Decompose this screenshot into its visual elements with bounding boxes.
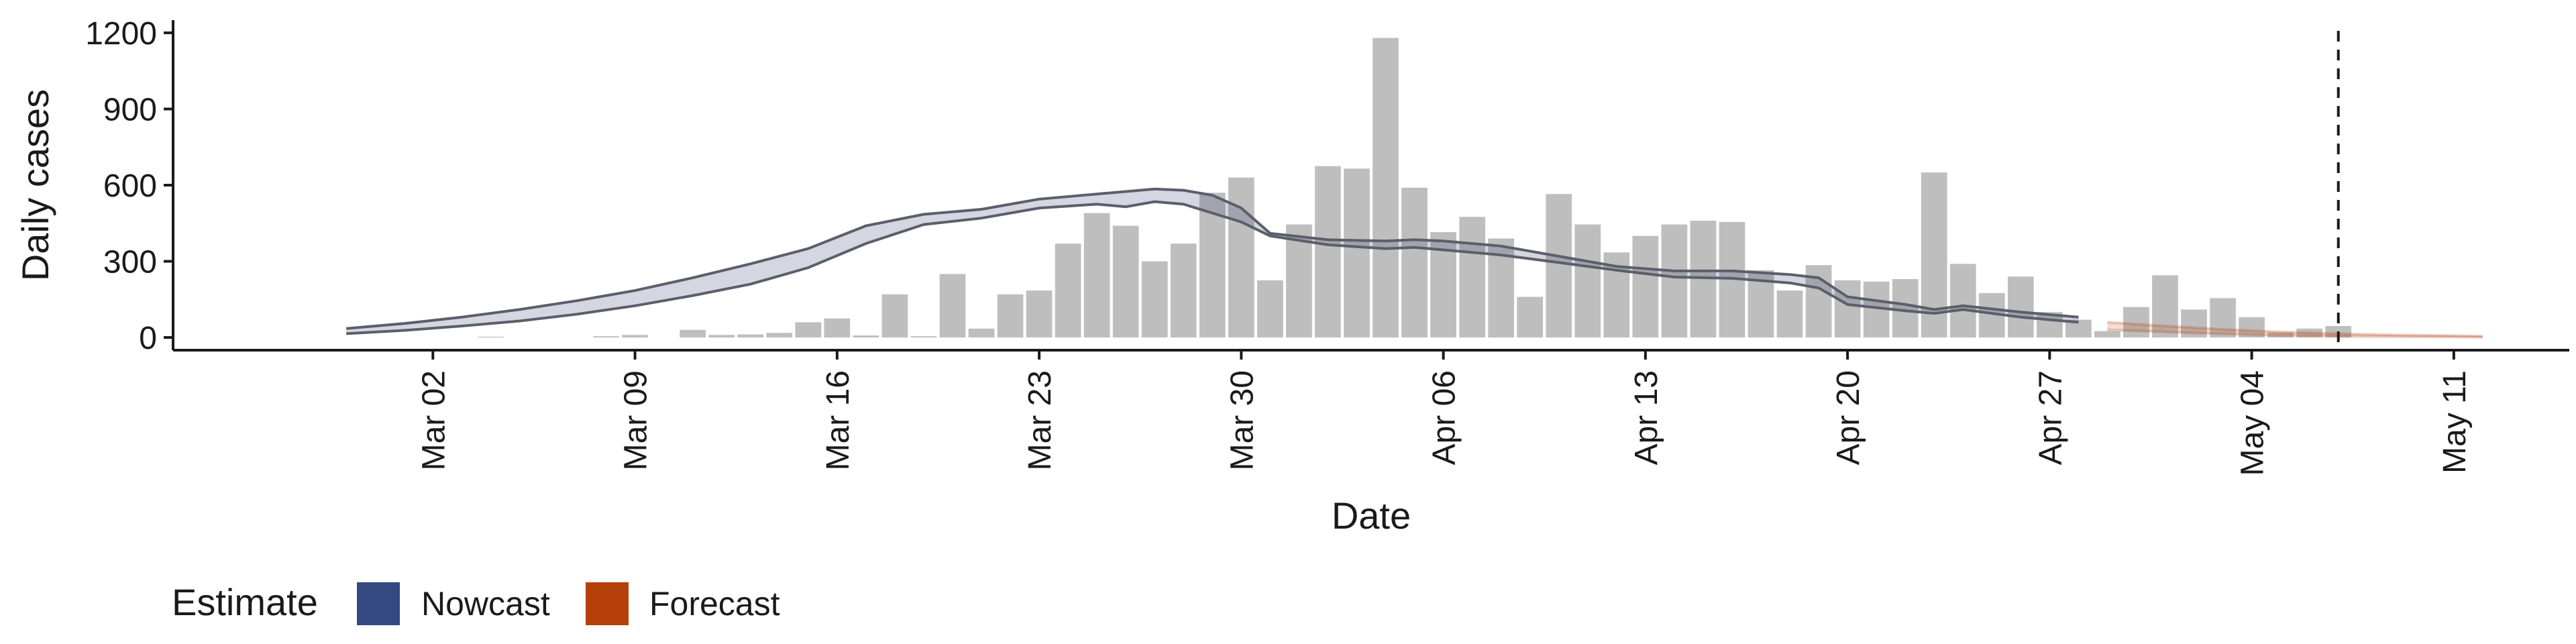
bar bbox=[997, 294, 1024, 338]
x-tick-label: Mar 02 bbox=[416, 370, 451, 470]
bar bbox=[1055, 244, 1081, 338]
bar bbox=[1776, 290, 1803, 338]
bar bbox=[1170, 244, 1197, 338]
bar bbox=[910, 336, 937, 338]
bar bbox=[1083, 213, 1110, 338]
bar bbox=[1949, 264, 1976, 338]
x-tick-label: Mar 09 bbox=[619, 370, 654, 470]
bars-layer bbox=[478, 38, 2352, 338]
legend-label-forecast: Forecast bbox=[649, 585, 780, 623]
y-tick-label: 1200 bbox=[85, 16, 157, 52]
bar bbox=[1574, 224, 1601, 338]
bar bbox=[766, 333, 793, 338]
x-tick-label: Mar 23 bbox=[1022, 370, 1058, 470]
legend-label-nowcast: Nowcast bbox=[421, 585, 550, 623]
bar bbox=[2181, 309, 2207, 338]
bar bbox=[1517, 297, 1544, 338]
x-tick-label: May 04 bbox=[2235, 370, 2271, 476]
x-tick-label: Mar 16 bbox=[820, 370, 856, 470]
y-axis-title: Daily cases bbox=[14, 89, 56, 281]
bar bbox=[1661, 224, 1688, 338]
bar bbox=[2210, 298, 2236, 338]
bar bbox=[1112, 225, 1139, 338]
bar bbox=[2296, 328, 2323, 338]
y-tick-label: 600 bbox=[103, 168, 157, 204]
bar bbox=[708, 335, 735, 338]
nowcast-upper-line bbox=[346, 187, 2079, 330]
bar bbox=[2123, 307, 2149, 338]
bar bbox=[2152, 275, 2178, 338]
x-axis-title: Date bbox=[1332, 494, 1411, 537]
bar bbox=[1892, 279, 1919, 338]
forecast-lower-line bbox=[2107, 328, 2483, 339]
bar bbox=[2007, 276, 2034, 338]
x-tick-label: Apr 13 bbox=[1629, 370, 1664, 465]
bar bbox=[593, 336, 619, 338]
bar bbox=[881, 294, 908, 338]
x-tick-label: Apr 27 bbox=[2033, 370, 2068, 465]
bar bbox=[1257, 280, 1283, 338]
bar bbox=[2239, 317, 2265, 338]
bar bbox=[1632, 235, 1659, 338]
y-tick-label: 0 bbox=[139, 321, 157, 356]
forecast-upper-line bbox=[2107, 321, 2483, 338]
bar bbox=[1141, 261, 1168, 338]
x-tick-label: Mar 30 bbox=[1224, 370, 1260, 470]
bar bbox=[968, 328, 995, 338]
bar bbox=[680, 329, 706, 338]
bands-layer bbox=[346, 187, 2483, 339]
bar bbox=[737, 334, 764, 338]
bar bbox=[622, 335, 648, 338]
bar bbox=[2267, 332, 2294, 338]
bar bbox=[1546, 194, 1572, 338]
bar bbox=[1315, 166, 1341, 338]
bar bbox=[2094, 331, 2121, 338]
bar bbox=[795, 322, 822, 338]
bar bbox=[1026, 290, 1053, 338]
bar bbox=[1344, 168, 1370, 338]
bar bbox=[853, 335, 879, 338]
legend-swatch-nowcast bbox=[357, 582, 400, 625]
x-tick-label: May 11 bbox=[2437, 370, 2473, 474]
bar bbox=[939, 274, 966, 338]
bar bbox=[1286, 224, 1312, 338]
bar bbox=[1834, 280, 1861, 338]
nowcast-band bbox=[346, 189, 2079, 334]
x-ticks: Mar 02 Mar 09 Mar 16 Mar 23 Mar 30 Apr 06 Apr … bbox=[416, 350, 2473, 476]
bar bbox=[1459, 217, 1485, 338]
legend-swatch-forecast bbox=[586, 582, 629, 625]
x-tick-label: Apr 20 bbox=[1831, 370, 1866, 465]
nowcast-lower-line bbox=[346, 200, 2079, 335]
legend-title: Estimate bbox=[172, 581, 318, 623]
x-tick-label: Apr 06 bbox=[1427, 370, 1462, 465]
bar bbox=[1401, 187, 1428, 338]
forecast-band bbox=[2107, 322, 2483, 337]
y-tick-label: 300 bbox=[103, 245, 157, 280]
bar bbox=[824, 318, 851, 338]
y-ticks: 0 300 600 900 1200 bbox=[85, 16, 173, 356]
legend: Estimate Nowcast Forecast bbox=[172, 581, 780, 625]
bar bbox=[1228, 177, 1254, 338]
bar bbox=[1373, 38, 1399, 338]
y-tick-label: 900 bbox=[103, 92, 157, 127]
